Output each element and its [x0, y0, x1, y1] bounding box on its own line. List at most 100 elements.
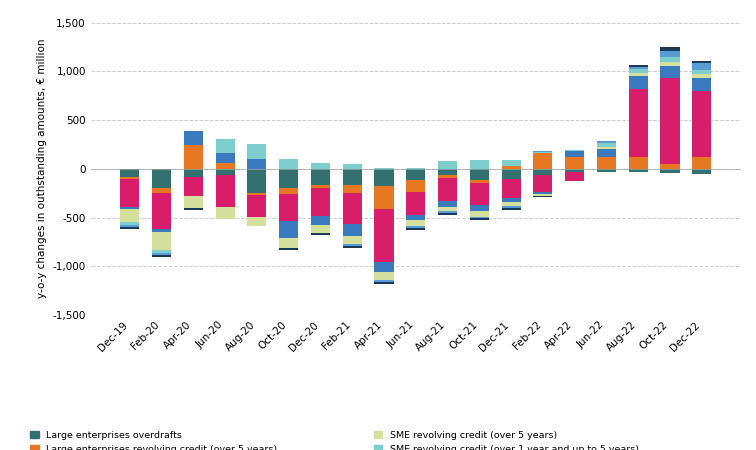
- Bar: [469, 211, 489, 216]
- Bar: [215, 207, 234, 220]
- Bar: [597, 144, 616, 147]
- Bar: [565, 151, 584, 157]
- Bar: [469, 216, 489, 219]
- Legend: Large enterprises overdrafts, Large enterprises revolving credit (over 5 years),: Large enterprises overdrafts, Large ente…: [30, 431, 639, 450]
- Bar: [342, 169, 362, 185]
- Bar: [215, 163, 234, 169]
- Bar: [279, 238, 298, 248]
- Bar: [469, 160, 489, 169]
- Bar: [120, 207, 139, 209]
- Bar: [597, 149, 616, 157]
- Bar: [469, 180, 489, 184]
- Bar: [247, 193, 266, 195]
- Bar: [597, 141, 616, 144]
- Bar: [152, 188, 171, 193]
- Bar: [406, 169, 426, 180]
- Bar: [342, 185, 362, 193]
- Bar: [184, 131, 203, 145]
- Bar: [661, 164, 680, 169]
- Bar: [438, 211, 457, 213]
- Bar: [152, 169, 171, 188]
- Bar: [692, 78, 711, 91]
- Bar: [565, 150, 584, 151]
- Bar: [184, 145, 203, 169]
- Bar: [501, 160, 521, 166]
- Bar: [661, 51, 680, 57]
- Bar: [120, 176, 139, 180]
- Bar: [374, 168, 394, 169]
- Bar: [184, 169, 203, 176]
- Bar: [406, 226, 426, 228]
- Bar: [374, 209, 394, 262]
- Bar: [247, 144, 266, 159]
- Bar: [279, 159, 298, 169]
- Bar: [184, 208, 203, 210]
- Bar: [342, 164, 362, 169]
- Y-axis label: y-o-y changes in outhstanding amounts, € million: y-o-y changes in outhstanding amounts, €…: [37, 39, 47, 298]
- Bar: [438, 213, 457, 215]
- Bar: [534, 153, 553, 169]
- Bar: [438, 207, 457, 211]
- Bar: [279, 169, 298, 188]
- Bar: [469, 184, 489, 205]
- Bar: [438, 201, 457, 207]
- Bar: [661, 47, 680, 51]
- Bar: [120, 169, 139, 176]
- Bar: [661, 78, 680, 164]
- Bar: [692, 157, 711, 169]
- Bar: [406, 168, 426, 169]
- Bar: [406, 215, 426, 220]
- Bar: [152, 250, 171, 252]
- Bar: [311, 216, 330, 225]
- Bar: [661, 57, 680, 63]
- Bar: [629, 76, 648, 89]
- Bar: [311, 185, 330, 188]
- Bar: [501, 198, 521, 202]
- Bar: [342, 193, 362, 224]
- Bar: [692, 60, 711, 63]
- Bar: [406, 180, 426, 192]
- Bar: [534, 151, 553, 152]
- Bar: [597, 169, 616, 172]
- Bar: [501, 166, 521, 169]
- Bar: [534, 194, 553, 196]
- Bar: [342, 246, 362, 248]
- Bar: [342, 244, 362, 246]
- Bar: [311, 233, 330, 235]
- Bar: [311, 225, 330, 233]
- Bar: [152, 255, 171, 256]
- Bar: [629, 68, 648, 69]
- Bar: [661, 169, 680, 173]
- Bar: [311, 163, 330, 169]
- Bar: [597, 147, 616, 149]
- Bar: [501, 179, 521, 198]
- Bar: [629, 89, 648, 157]
- Bar: [311, 188, 330, 216]
- Bar: [692, 70, 711, 74]
- Bar: [120, 209, 139, 222]
- Bar: [692, 169, 711, 174]
- Bar: [661, 63, 680, 66]
- Bar: [438, 175, 457, 178]
- Bar: [565, 172, 584, 181]
- Bar: [406, 220, 426, 226]
- Bar: [152, 232, 171, 250]
- Bar: [374, 169, 394, 186]
- Bar: [247, 195, 266, 216]
- Bar: [629, 169, 648, 172]
- Bar: [629, 65, 648, 68]
- Bar: [152, 193, 171, 229]
- Bar: [374, 262, 394, 272]
- Bar: [565, 157, 584, 169]
- Bar: [469, 169, 489, 180]
- Bar: [501, 169, 521, 179]
- Bar: [152, 252, 171, 255]
- Bar: [374, 186, 394, 209]
- Bar: [311, 169, 330, 185]
- Bar: [406, 192, 426, 215]
- Bar: [215, 153, 234, 163]
- Bar: [184, 196, 203, 208]
- Bar: [629, 73, 648, 76]
- Bar: [247, 159, 266, 169]
- Bar: [534, 169, 553, 175]
